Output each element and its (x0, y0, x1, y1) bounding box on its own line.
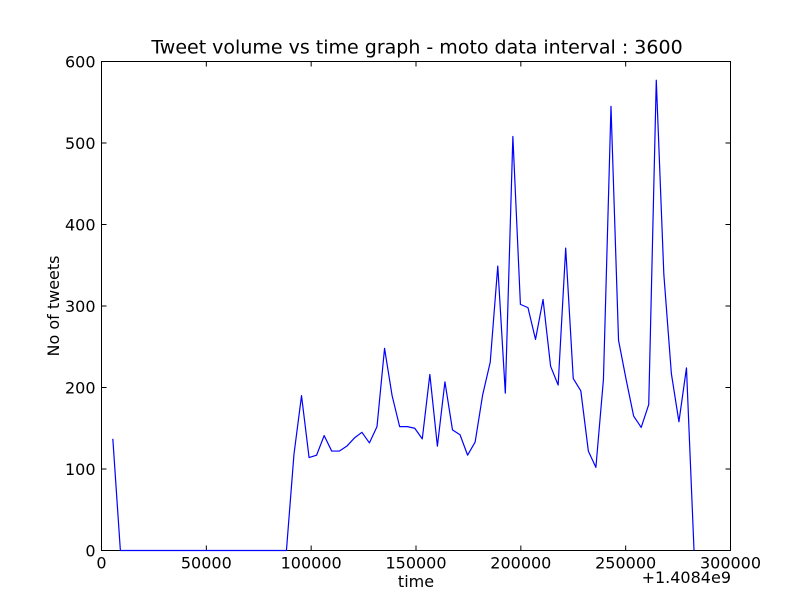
chart-title: Tweet volume vs time graph - moto data i… (150, 37, 682, 59)
x-axis-ticks: 0 50000 100000 150000 200000 250000 300000 (96, 61, 761, 573)
y-tick-label: 0 (85, 542, 95, 561)
y-tick-label: 200 (65, 379, 96, 398)
x-tick-label: 150000 (385, 554, 446, 573)
y-tick-label: 300 (65, 297, 96, 316)
y-axis-ticks: 0 100 200 300 400 500 600 (65, 53, 731, 561)
y-tick-label: 500 (65, 134, 96, 153)
y-tick-label: 600 (65, 53, 96, 72)
x-tick-label: 100000 (281, 554, 342, 573)
y-tick-label: 100 (65, 460, 96, 479)
y-tick-label: 400 (65, 216, 96, 235)
x-tick-label: 300000 (700, 554, 761, 573)
tweet-volume-line (112, 79, 695, 552)
x-tick-label: 200000 (490, 554, 551, 573)
x-axis-label: time (398, 572, 434, 591)
plot-area (101, 61, 731, 551)
x-axis-offset-label: +1.4084e9 (642, 568, 731, 587)
x-tick-label: 50000 (181, 554, 232, 573)
y-axis-label: No of tweets (44, 255, 63, 356)
x-tick-label: 0 (96, 554, 106, 573)
x-tick-label: 250000 (595, 554, 656, 573)
